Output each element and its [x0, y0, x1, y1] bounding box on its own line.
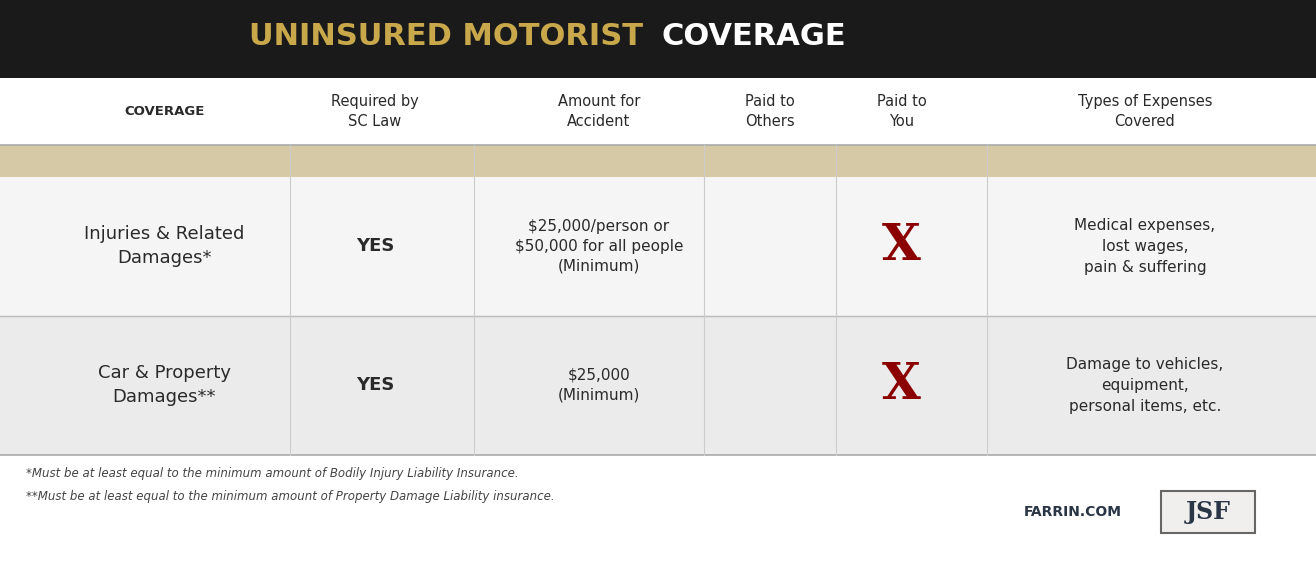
Text: UNINSURED MOTORIST: UNINSURED MOTORIST: [250, 21, 654, 51]
Text: *Must be at least equal to the minimum amount of Bodily Injury Liability Insuran: *Must be at least equal to the minimum a…: [26, 467, 519, 480]
Text: X: X: [882, 361, 921, 409]
Text: X: X: [882, 222, 921, 270]
Text: Medical expenses,
lost wages,
pain & suffering: Medical expenses, lost wages, pain & suf…: [1074, 218, 1216, 274]
Text: COVERAGE: COVERAGE: [662, 21, 846, 51]
Text: Paid to
Others: Paid to Others: [745, 94, 795, 129]
Text: Amount for
Accident: Amount for Accident: [558, 94, 640, 129]
FancyBboxPatch shape: [1161, 491, 1255, 533]
Polygon shape: [0, 78, 1316, 145]
Polygon shape: [0, 145, 1316, 177]
Text: Injuries & Related
Damages*: Injuries & Related Damages*: [84, 225, 245, 267]
Text: $25,000
(Minimum): $25,000 (Minimum): [558, 368, 640, 402]
Text: Car & Property
Damages**: Car & Property Damages**: [97, 364, 232, 406]
Text: **Must be at least equal to the minimum amount of Property Damage Liability insu: **Must be at least equal to the minimum …: [26, 490, 555, 503]
Text: Paid to
You: Paid to You: [876, 94, 926, 129]
Text: YES: YES: [355, 237, 395, 255]
Text: YES: YES: [355, 376, 395, 394]
Text: JSF: JSF: [1186, 500, 1230, 524]
Text: Damage to vehicles,
equipment,
personal items, etc.: Damage to vehicles, equipment, personal …: [1066, 357, 1224, 413]
Text: FARRIN.COM: FARRIN.COM: [1024, 505, 1121, 519]
Text: COVERAGE: COVERAGE: [124, 105, 205, 118]
Polygon shape: [0, 0, 1316, 78]
Polygon shape: [0, 177, 1316, 316]
Polygon shape: [0, 316, 1316, 455]
Text: $25,000/person or
$50,000 for all people
(Minimum): $25,000/person or $50,000 for all people…: [515, 219, 683, 273]
Text: Types of Expenses
Covered: Types of Expenses Covered: [1078, 94, 1212, 129]
Text: Required by
SC Law: Required by SC Law: [332, 94, 418, 129]
